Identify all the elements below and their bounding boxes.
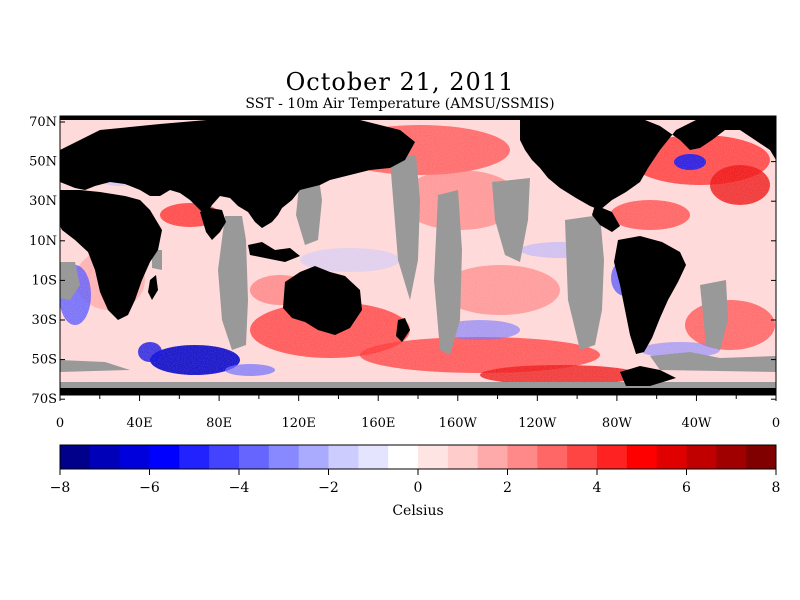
colorbar-swatch [179, 445, 210, 469]
colorbar-swatch [418, 445, 449, 469]
lat-label: 70N [29, 115, 57, 130]
colorbar-swatch [507, 445, 538, 469]
longitude-axis: 0 40E 80E 120E 160E 160W 120W 80W 40W 0 [56, 395, 780, 431]
colorbar-swatch [298, 445, 329, 469]
colorbar-swatch [567, 445, 598, 469]
colorbar-swatch [60, 445, 91, 469]
land-new-zealand [396, 318, 410, 342]
lat-label: 30S [32, 313, 57, 328]
land-antarctica-fringe [60, 388, 776, 395]
land-antarctic-peninsula [620, 366, 676, 386]
colorbar-tick-label: −8 [50, 480, 71, 496]
lon-label: 80W [602, 416, 633, 431]
colorbar-swatch [477, 445, 508, 469]
colorbar-tick-label: −6 [139, 480, 160, 496]
colorbar-swatch [656, 445, 687, 469]
colorbar-swatch [537, 445, 568, 469]
lon-label: 0 [772, 416, 780, 431]
latitude-axis: 70N 50N 30N 10N 10S 30S 50S 70S [29, 115, 776, 407]
lon-label: 120E [282, 416, 316, 431]
land-south-america [614, 236, 686, 354]
lat-label: 30N [29, 194, 57, 209]
lon-label: 160E [361, 416, 395, 431]
lat-label: 70S [32, 392, 57, 407]
lon-label: 80E [206, 416, 232, 431]
map-title: October 21, 2011 [285, 68, 515, 96]
lon-label: 40W [681, 416, 712, 431]
map-subtitle: SST - 10m Air Temperature (AMSU/SSMIS) [245, 96, 555, 112]
lat-label: 10S [32, 273, 57, 288]
colorbar-swatch [388, 445, 419, 469]
land-madagascar [148, 275, 158, 300]
colorbar-swatch [746, 445, 777, 469]
colorbar-swatch [358, 445, 389, 469]
land-indonesia [248, 242, 300, 262]
land-north-america [520, 118, 776, 210]
land-india [200, 208, 226, 240]
colorbar-swatch [119, 445, 150, 469]
colorbar-tick-label: 2 [503, 480, 512, 496]
colorbar-swatch [268, 445, 300, 469]
land-arctic-strip [60, 116, 776, 120]
land-eurasia [60, 118, 415, 228]
colorbar-swatch [209, 445, 240, 469]
colorbar-swatch [716, 445, 747, 469]
colorbar-tick-label: −4 [229, 480, 250, 496]
land-masses [60, 116, 776, 395]
lon-label: 40E [127, 416, 153, 431]
colorbar-tick-label: 6 [682, 480, 691, 496]
colorbar-swatch [686, 445, 717, 469]
land-central-america [592, 205, 620, 232]
lat-label: 50N [29, 155, 57, 170]
colorbar-swatch [149, 445, 180, 469]
lat-label: 50S [32, 353, 57, 368]
colorbar-swatch [239, 445, 270, 469]
lon-label: 160W [439, 416, 478, 431]
colorbar-swatch [89, 445, 121, 469]
colorbar-swatch [626, 445, 658, 469]
colorbar-swatch [447, 445, 479, 469]
colorbar-tick-label: 4 [593, 480, 602, 496]
lon-label: 0 [56, 416, 64, 431]
land-australia [283, 266, 362, 335]
lon-label: 120W [518, 416, 557, 431]
lat-label: 10N [29, 234, 57, 249]
colorbar-tick-label: 8 [772, 480, 781, 496]
land-africa [60, 190, 162, 320]
colorbar-swatch [597, 445, 628, 469]
colorbar: −8 −6 −4 −2 0 2 4 6 8 [50, 444, 781, 496]
map-area [60, 116, 776, 395]
colorbar-tick-label: −2 [318, 480, 339, 496]
colorbar-swatch [328, 445, 359, 469]
colorbar-unit-label: Celsius [392, 503, 443, 519]
colorbar-tick-label: 0 [414, 480, 423, 496]
